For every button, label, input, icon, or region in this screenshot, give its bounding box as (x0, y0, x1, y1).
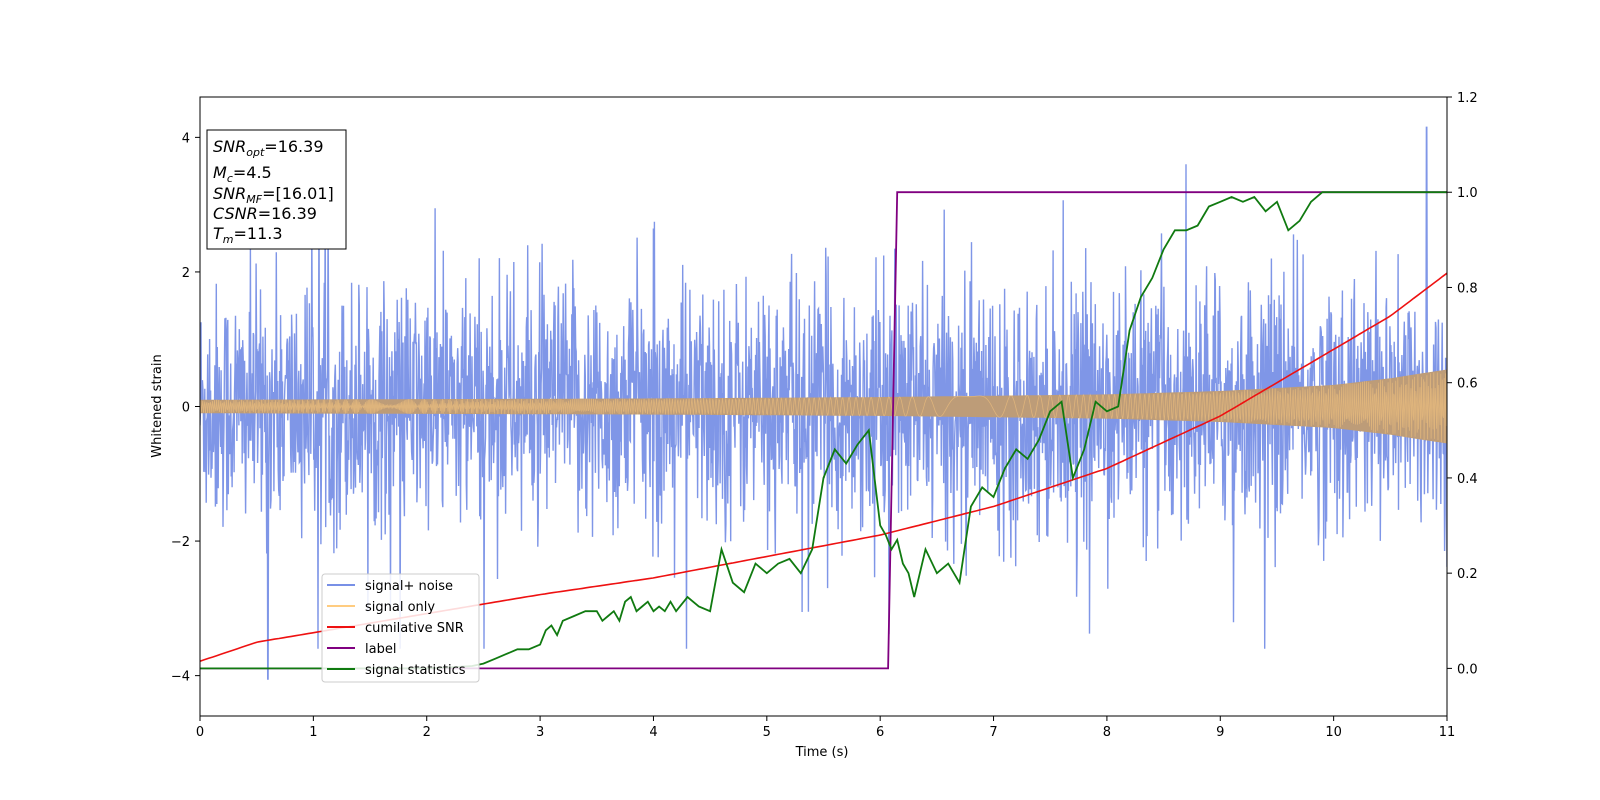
series-label (200, 191, 1447, 670)
annotation-line: CSNR=16.39 (213, 204, 317, 223)
y-right-tick-label: 0.0 (1457, 662, 1478, 677)
legend-label: signal statistics (365, 663, 466, 678)
x-tick-label: 6 (876, 725, 884, 740)
y-left-tick-label: −2 (171, 535, 190, 550)
legend-label: signal+ noise (365, 579, 453, 594)
annotation-line: Mc=4.5 (213, 163, 272, 185)
annotation-line: SNRMF=[16.01] (213, 184, 334, 206)
x-axis-label: Time (s) (795, 745, 849, 760)
y-right-tick-label: 0.6 (1457, 377, 1478, 392)
x-tick-label: 0 (196, 725, 204, 740)
x-tick-label: 8 (1103, 725, 1111, 740)
x-tick-label: 3 (536, 725, 544, 740)
y-right-tick-label: 0.2 (1457, 567, 1478, 582)
legend: signal+ noise signal only cumilative SNR la… (321, 573, 480, 683)
y-right-tick-label: 1.0 (1457, 186, 1478, 201)
series-signal-only (200, 372, 1447, 444)
x-tick-label: 7 (989, 725, 997, 740)
y-left-tick-label: 0 (182, 401, 190, 416)
y-left-tick-label: 2 (182, 266, 190, 281)
x-tick-label: 2 (423, 725, 431, 740)
legend-frame (321, 573, 480, 683)
y-right-tick-label: 0.8 (1457, 281, 1478, 296)
y-right-tick-label: 0.4 (1457, 472, 1478, 487)
axes: 0 1 2 3 4 5 6 7 8 9 10 11 −4 −2 0 2 4 0.0 0.2 0.4 0.6 0.8 1.0 1… (171, 91, 1478, 740)
y-right-tick-label: 1.2 (1457, 91, 1478, 106)
x-tick-label: 5 (763, 725, 771, 740)
x-tick-label: 9 (1216, 725, 1224, 740)
y-left-tick-label: 4 (182, 131, 190, 146)
x-tick-label: 10 (1325, 725, 1342, 740)
x-tick-label: 4 (649, 725, 657, 740)
y-axis-label: Whitened strain (150, 354, 165, 457)
series-signal-statistics (200, 191, 1447, 670)
legend-label: cumilative SNR (365, 621, 464, 636)
y-left-tick-label: −4 (171, 670, 190, 685)
annotation-box: SNRopt=16.39 Mc=4.5SNRMF=[16.01]CSNR=16.3… (206, 129, 347, 250)
legend-label: label (365, 642, 396, 657)
annotation-line: SNRopt=16.39 (213, 137, 324, 159)
annotation-line: Tm=11.3 (213, 224, 283, 246)
legend-label: signal only (365, 600, 435, 615)
annotation-frame (206, 129, 347, 250)
x-tick-label: 1 (309, 725, 317, 740)
x-tick-label: 11 (1439, 725, 1456, 740)
